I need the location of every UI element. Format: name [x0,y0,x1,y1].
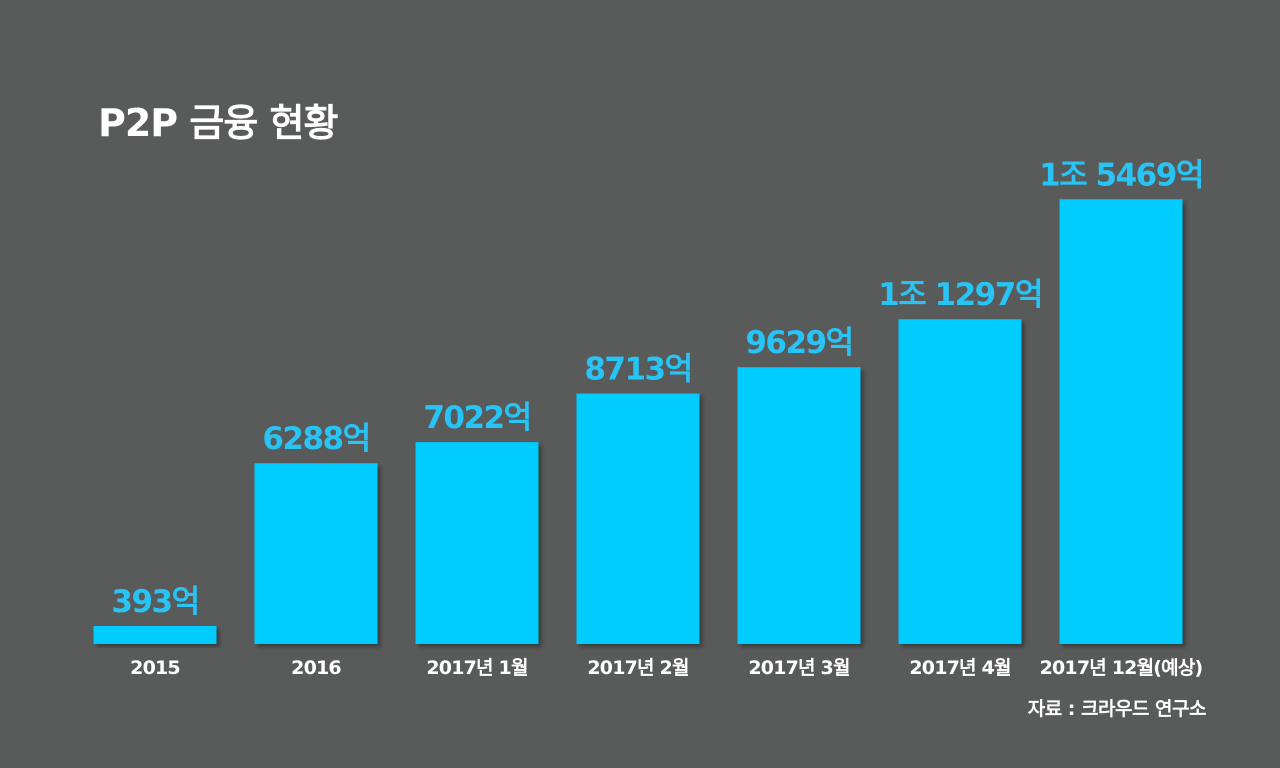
bar-3 [576,393,700,644]
x-tick-label-1: 2016 [291,657,341,679]
x-tick-label-5: 2017년 4월 [909,657,1010,679]
bar-value-label-3: 8713억 [584,352,691,388]
x-tick-label-6: 2017년 12월(예상) [1040,657,1203,679]
bar-value-label-6: 1조 5469억 [1039,157,1203,193]
bar-6 [1059,199,1183,645]
bar-4 [737,367,861,644]
chart-source: 자료 : 크라우드 연구소 [1027,698,1207,720]
bar-value-label-0: 393억 [111,584,198,620]
chart-title: P2P 금융 현황 [98,101,338,145]
x-tick-label-4: 2017년 3월 [748,657,849,679]
bar-value-label-2: 7022억 [423,400,530,436]
x-tick-label-3: 2017년 2월 [587,657,688,679]
x-tick-label-2: 2017년 1월 [426,657,527,679]
bar-0 [93,626,217,644]
bar-value-label-4: 9629억 [745,325,852,361]
bar-value-label-5: 1조 1297억 [878,277,1042,313]
bar-value-label-1: 6288억 [262,421,369,457]
bar-2 [415,442,539,644]
bar-5 [898,319,1022,644]
bar-1 [254,463,378,644]
x-tick-label-0: 2015 [130,657,180,679]
